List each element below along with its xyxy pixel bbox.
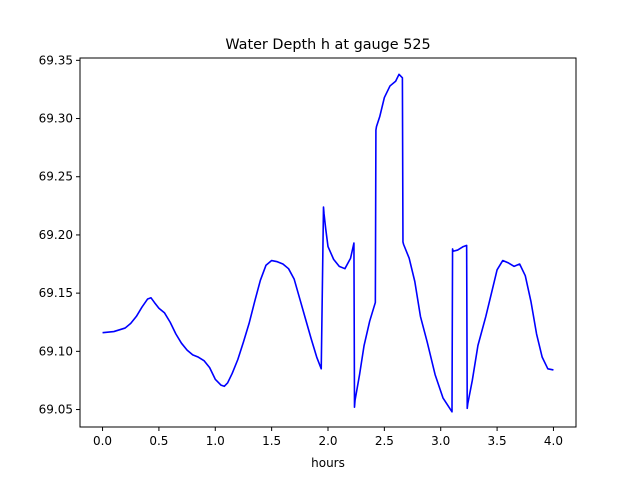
x-axis-label: hours (311, 456, 345, 470)
series-line-group (102, 73, 554, 413)
series-line-0 (102, 73, 554, 413)
y-tick-label: 69.25 (39, 170, 73, 184)
x-tick-label: 0.5 (149, 434, 168, 448)
x-tick-label: 1.5 (262, 434, 281, 448)
y-tick-label: 69.30 (39, 112, 73, 126)
x-tick-label: 3.5 (488, 434, 507, 448)
x-axis-ticks: 0.0 0.5 1.0 1.5 2.0 2.5 3.0 3.5 4.0 (93, 427, 563, 448)
chart-title: Water Depth h at gauge 525 (225, 37, 430, 53)
y-tick-label: 69.35 (39, 53, 73, 67)
x-tick-label: 3.0 (431, 434, 450, 448)
y-tick-label: 69.20 (39, 228, 73, 242)
x-tick-label: 2.5 (375, 434, 394, 448)
x-tick-label: 1.0 (206, 434, 225, 448)
plot-frame (79, 57, 577, 428)
x-tick-label: 0.0 (93, 434, 112, 448)
y-tick-label: 69.15 (39, 286, 73, 300)
x-tick-label: 4.0 (544, 434, 563, 448)
x-tick-label: 2.0 (318, 434, 337, 448)
y-axis-ticks: 69.05 69.10 69.15 69.20 69.25 69.30 69.35 (39, 53, 80, 417)
y-tick-label: 69.10 (39, 344, 73, 358)
y-tick-label: 69.05 (39, 403, 73, 417)
